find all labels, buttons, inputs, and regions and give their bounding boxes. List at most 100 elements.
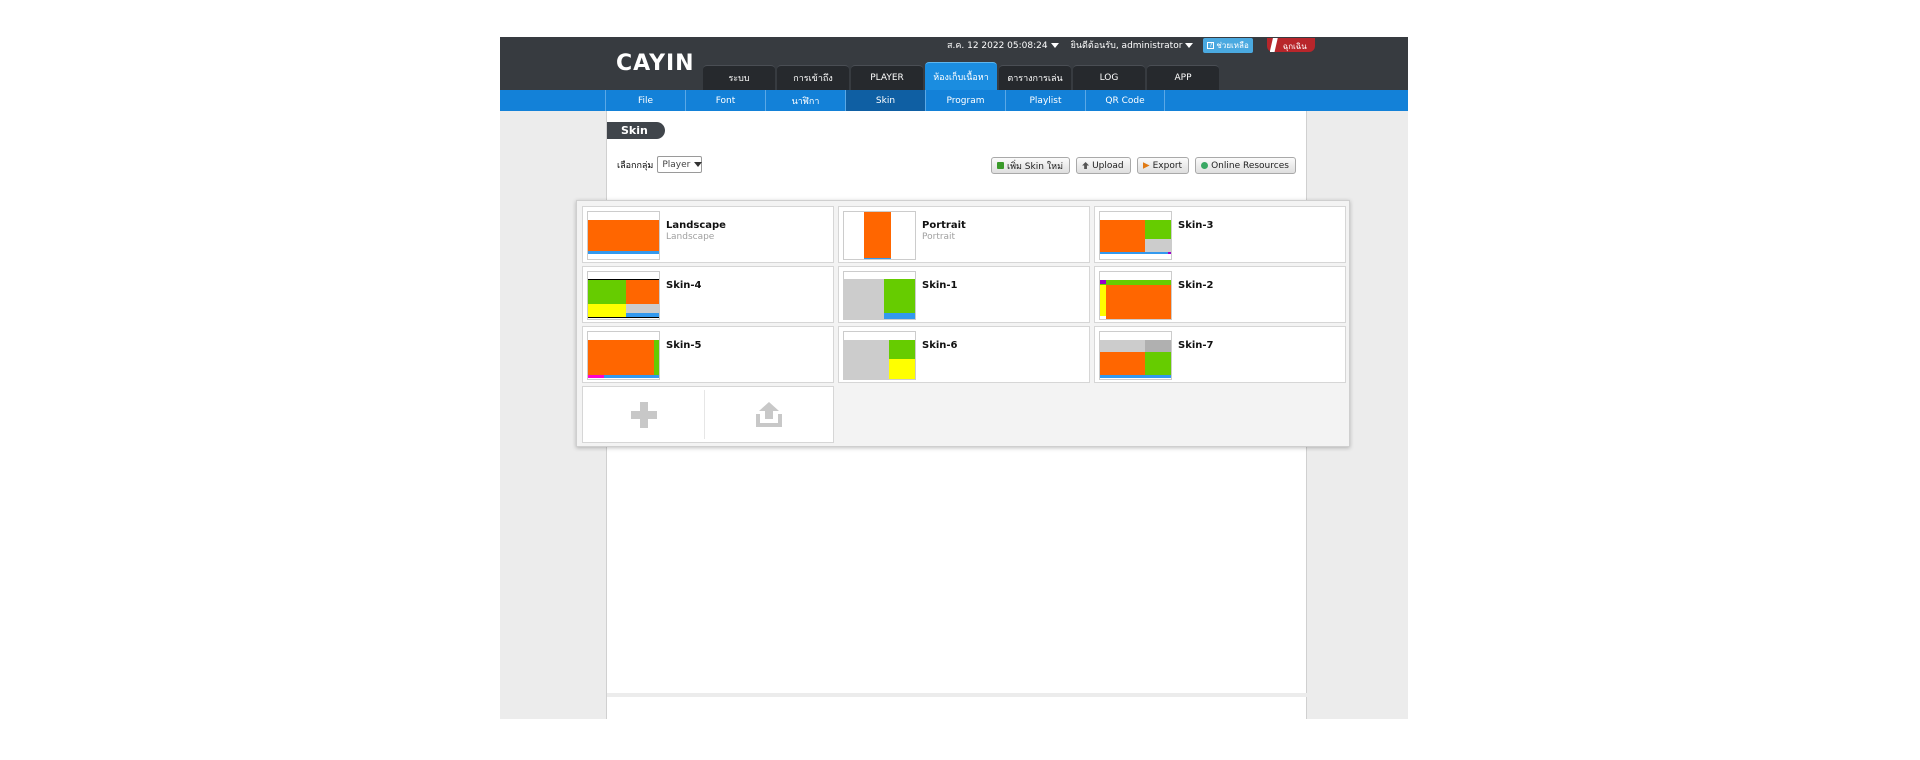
page-title: Skin — [607, 122, 665, 139]
sub-nav-item[interactable]: QR Code — [1085, 90, 1165, 111]
tile-divider — [704, 390, 705, 439]
skin-zone — [654, 340, 659, 375]
skin-zone — [1145, 340, 1171, 352]
skin-zone — [844, 340, 889, 379]
skin-zone — [884, 313, 915, 319]
skin-name: Skin-6 — [922, 340, 958, 351]
skin-thumbnail — [587, 271, 660, 320]
main-tab[interactable]: LOG — [1073, 65, 1145, 90]
skin-grid: Landscape Landscape Portrait Portrait Skin-3… — [576, 200, 1350, 447]
emergency-button[interactable]: ฉุกเฉิน — [1266, 38, 1315, 52]
sub-nav-item[interactable]: นาฬิกา — [765, 90, 845, 111]
upload-skin-tile[interactable] — [705, 387, 833, 442]
skin-zone — [626, 313, 659, 317]
skin-zone — [1100, 252, 1171, 254]
group-select-value: Player — [662, 159, 691, 170]
skin-zone — [588, 340, 654, 375]
skin-card[interactable]: Skin-7 — [1094, 326, 1346, 383]
skin-card[interactable]: Skin-3 — [1094, 206, 1346, 263]
skin-card[interactable]: Skin-2 — [1094, 266, 1346, 323]
group-select[interactable]: Player — [657, 156, 703, 173]
skin-thumbnail — [1099, 271, 1172, 320]
skin-zone — [864, 258, 891, 259]
main-tab[interactable]: ระบบ — [703, 65, 775, 90]
skin-thumbnail — [1099, 211, 1172, 260]
main-tab[interactable]: ห้องเก็บเนื้อหา — [925, 62, 997, 90]
export-label: Export — [1152, 160, 1183, 171]
emergency-label: ฉุกเฉิน — [1282, 42, 1307, 51]
skin-card[interactable]: Skin-1 — [838, 266, 1090, 323]
add-skin-label: เพิ่ม Skin ใหม่ — [1007, 161, 1064, 172]
skin-zone — [1100, 375, 1171, 378]
datetime-text: ส.ค. 12 2022 05:08:24 — [947, 41, 1048, 51]
skin-zone — [889, 359, 915, 379]
skin-zone — [588, 280, 626, 304]
skin-card[interactable]: Landscape Landscape — [582, 206, 834, 263]
skin-zone — [588, 251, 659, 254]
skin-name: Skin-1 — [922, 280, 958, 291]
skin-zone — [1100, 220, 1145, 252]
skin-thumbnail — [587, 211, 660, 260]
help-label: ช่วยเหลือ — [1216, 40, 1249, 50]
skin-card[interactable]: Skin-6 — [838, 326, 1090, 383]
skin-name: Skin-5 — [666, 340, 702, 351]
skin-name: Landscape — [666, 220, 726, 231]
skin-card[interactable]: Portrait Portrait — [838, 206, 1090, 263]
sub-navigation: File Font นาฬิกา Skin Program Playlist QR Code — [500, 90, 1408, 111]
main-tab[interactable]: PLAYER — [851, 65, 923, 90]
app-window: CAYIN ส.ค. 12 2022 05:08:24 ยินดีต้อนรับ… — [500, 37, 1408, 719]
skin-zone — [1100, 280, 1106, 284]
datetime-dropdown[interactable]: ส.ค. 12 2022 05:08:24 — [947, 38, 1059, 52]
skin-card[interactable]: Skin-4 — [582, 266, 834, 323]
main-tab[interactable]: APP — [1147, 65, 1219, 90]
add-icon — [997, 162, 1004, 169]
main-tab[interactable]: การเข้าถึง — [777, 65, 849, 90]
main-tab[interactable]: ตารางการเล่น — [999, 65, 1071, 90]
add-card — [582, 386, 834, 443]
skin-zone — [1100, 352, 1145, 375]
skin-thumbnail — [843, 271, 916, 320]
skin-card[interactable]: Skin-5 — [582, 326, 834, 383]
status-line: ส.ค. 12 2022 05:08:24 ยินดีต้อนรับ, admi… — [947, 37, 1315, 53]
skin-zone — [588, 304, 626, 317]
chevron-down-icon — [1185, 42, 1194, 48]
cayin-logo: CAYIN — [616, 51, 695, 76]
upload-button[interactable]: Upload — [1076, 157, 1131, 174]
skin-zone — [626, 280, 659, 304]
skin-name: Skin-3 — [1178, 220, 1214, 231]
skin-zone — [588, 220, 659, 251]
skin-zone — [884, 279, 915, 313]
skin-name: Skin-7 — [1178, 340, 1214, 351]
group-label: เลือกกลุ่ม — [617, 160, 654, 171]
skin-zone — [1145, 352, 1171, 375]
export-button[interactable]: Export — [1136, 157, 1190, 174]
action-bar: เพิ่ม Skin ใหม่ Upload Export Online Res… — [991, 157, 1302, 174]
sub-nav-item[interactable]: Playlist — [1005, 90, 1085, 111]
skin-zone — [588, 317, 659, 318]
skin-zone — [1100, 280, 1171, 285]
user-menu[interactable]: ยินดีต้อนรับ, administrator — [1071, 38, 1194, 52]
sub-nav-item[interactable]: Skin — [845, 90, 925, 111]
sub-nav-item[interactable]: Program — [925, 90, 1005, 111]
help-button[interactable]: ? ช่วยเหลือ — [1203, 37, 1253, 53]
globe-icon — [1201, 162, 1209, 169]
skin-zone — [1100, 285, 1106, 316]
sub-nav-item[interactable]: Font — [685, 90, 765, 111]
skin-zone — [889, 340, 915, 359]
skin-zone — [864, 212, 891, 258]
pen-icon — [1269, 38, 1278, 52]
skin-name: Skin-4 — [666, 280, 702, 291]
skin-zone — [626, 304, 659, 313]
upload-icon — [1082, 162, 1090, 169]
sub-nav-item[interactable]: File — [605, 90, 685, 111]
upload-label: Upload — [1092, 160, 1124, 171]
skin-zone — [1168, 252, 1171, 254]
export-icon — [1142, 162, 1150, 169]
welcome-text: ยินดีต้อนรับ, administrator — [1070, 41, 1183, 51]
new-skin-tile[interactable] — [583, 387, 704, 442]
skin-zone — [588, 279, 659, 280]
add-skin-button[interactable]: เพิ่ม Skin ใหม่ — [991, 157, 1071, 174]
skin-thumbnail — [843, 211, 916, 260]
online-resources-button[interactable]: Online Resources — [1195, 157, 1296, 174]
skin-zone — [844, 279, 884, 319]
